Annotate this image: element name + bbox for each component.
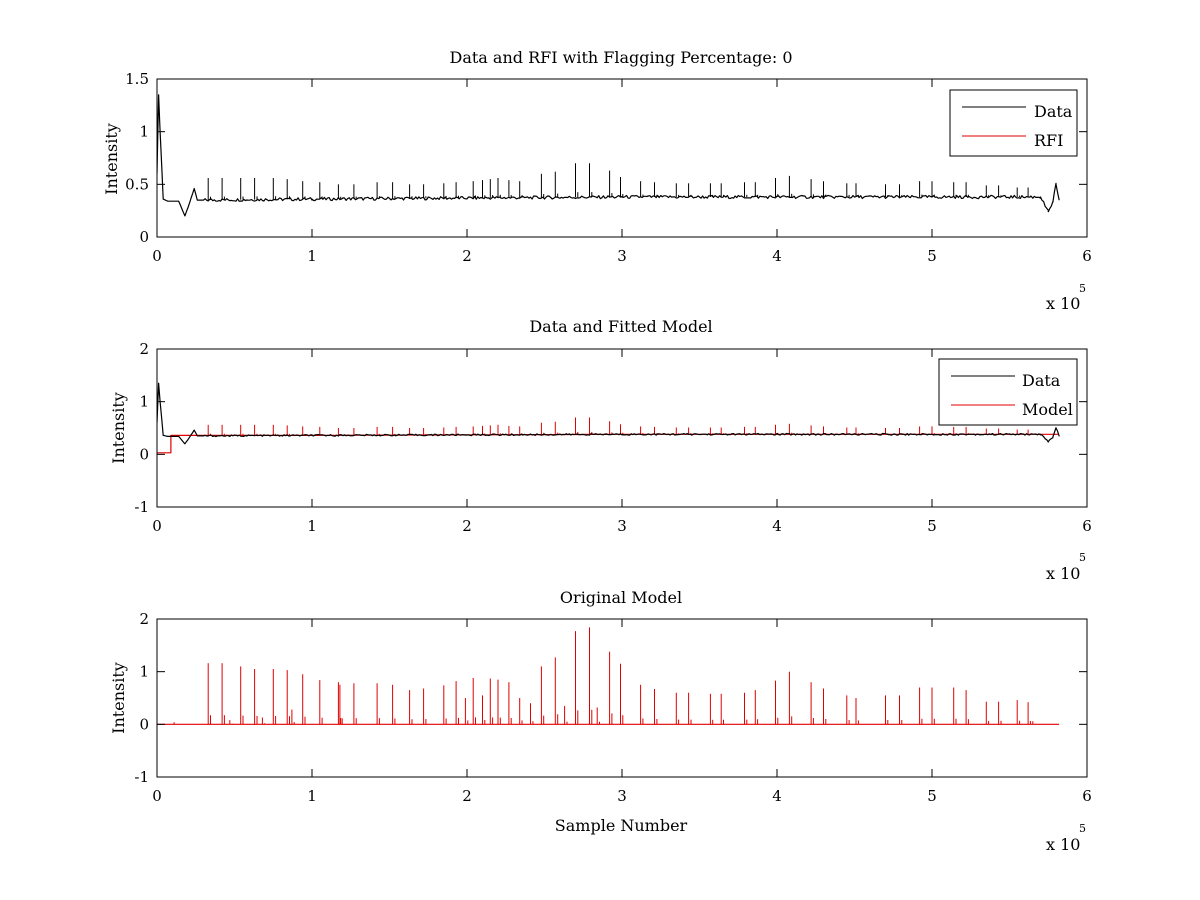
x-tick-label: 0 bbox=[152, 787, 162, 805]
x-tick-label: 3 bbox=[617, 247, 627, 265]
svg-text:5: 5 bbox=[1079, 282, 1086, 295]
x-tick-label: 6 bbox=[1082, 787, 1092, 805]
y-axis-label: Intensity bbox=[102, 123, 121, 195]
y-tick-label: 1.5 bbox=[125, 70, 149, 88]
x-tick-label: 2 bbox=[462, 787, 472, 805]
x-tick-label: 3 bbox=[617, 517, 627, 535]
legend-box bbox=[938, 358, 1078, 426]
chart-title: Data and Fitted Model bbox=[529, 317, 712, 336]
chart-title: Data and RFI with Flagging Percentage: 0 bbox=[449, 48, 792, 67]
legend-label-rfi: RFI bbox=[1034, 131, 1063, 150]
svg-text:x 10: x 10 bbox=[1046, 835, 1080, 854]
x-axis-exponent: x 10 5 bbox=[1046, 822, 1086, 854]
y-tick-label: 0 bbox=[139, 228, 149, 246]
x-tick-label: 5 bbox=[927, 787, 937, 805]
legend-box bbox=[949, 89, 1078, 157]
legend-label-model: Model bbox=[1022, 400, 1073, 419]
legend: Data Model bbox=[938, 358, 1078, 426]
legend-label-data: Data bbox=[1034, 102, 1073, 121]
x-tick-label: 2 bbox=[462, 517, 472, 535]
plot-area bbox=[157, 382, 1060, 454]
svg-text:5: 5 bbox=[1079, 822, 1086, 835]
x-tick-label: 0 bbox=[152, 517, 162, 535]
x-tick-label: 1 bbox=[307, 247, 317, 265]
x-tick-label: 5 bbox=[927, 517, 937, 535]
subplot-fitted-model: Data and Fitted Model Intensity 0 1 2 3 4 5 6 -… bbox=[109, 317, 1092, 583]
y-tick-label: -1 bbox=[134, 498, 149, 516]
chart-title: Original Model bbox=[560, 588, 682, 607]
legend: Data RFI bbox=[949, 89, 1078, 157]
x-tick-label: 4 bbox=[772, 247, 782, 265]
y-tick-label: 0.5 bbox=[125, 175, 149, 193]
y-tick-label: 2 bbox=[139, 340, 149, 358]
x-axis-label: Sample Number bbox=[555, 816, 688, 835]
y-axis-label: Intensity bbox=[109, 392, 128, 464]
x-tick-label: 1 bbox=[307, 517, 317, 535]
y-tick-label: 2 bbox=[139, 610, 149, 628]
y-tick-label: 1 bbox=[139, 663, 149, 681]
svg-text:x 10: x 10 bbox=[1046, 564, 1080, 583]
x-axis-exponent: x 10 5 bbox=[1046, 282, 1086, 313]
x-tick-label: 1 bbox=[307, 787, 317, 805]
x-tick-label: 2 bbox=[462, 247, 472, 265]
x-tick-label: 4 bbox=[772, 517, 782, 535]
y-tick-label: 1 bbox=[139, 393, 149, 411]
subplot-rfi: Data and RFI with Flagging Percentage: 0… bbox=[102, 48, 1092, 313]
series-data-line bbox=[157, 382, 1060, 445]
x-tick-label: 6 bbox=[1082, 247, 1092, 265]
svg-text:5: 5 bbox=[1079, 551, 1086, 564]
legend-label-data: Data bbox=[1022, 371, 1061, 390]
x-axis-exponent: x 10 5 bbox=[1046, 551, 1086, 583]
axes: 0 1 2 3 4 5 6 0 0.5 1 1.5 bbox=[125, 70, 1092, 265]
y-tick-label: 0 bbox=[139, 715, 149, 733]
y-tick-label: -1 bbox=[134, 768, 149, 786]
y-axis-label: Intensity bbox=[109, 662, 128, 734]
y-tick-label: 1 bbox=[139, 123, 149, 141]
x-tick-label: 3 bbox=[617, 787, 627, 805]
plot-area bbox=[157, 94, 1060, 217]
x-tick-label: 4 bbox=[772, 787, 782, 805]
x-tick-label: 0 bbox=[152, 247, 162, 265]
x-tick-label: 6 bbox=[1082, 517, 1092, 535]
y-tick-label: 0 bbox=[139, 445, 149, 463]
plot-area bbox=[157, 627, 1060, 725]
svg-text:x 10: x 10 bbox=[1046, 294, 1080, 313]
x-tick-label: 5 bbox=[927, 247, 937, 265]
